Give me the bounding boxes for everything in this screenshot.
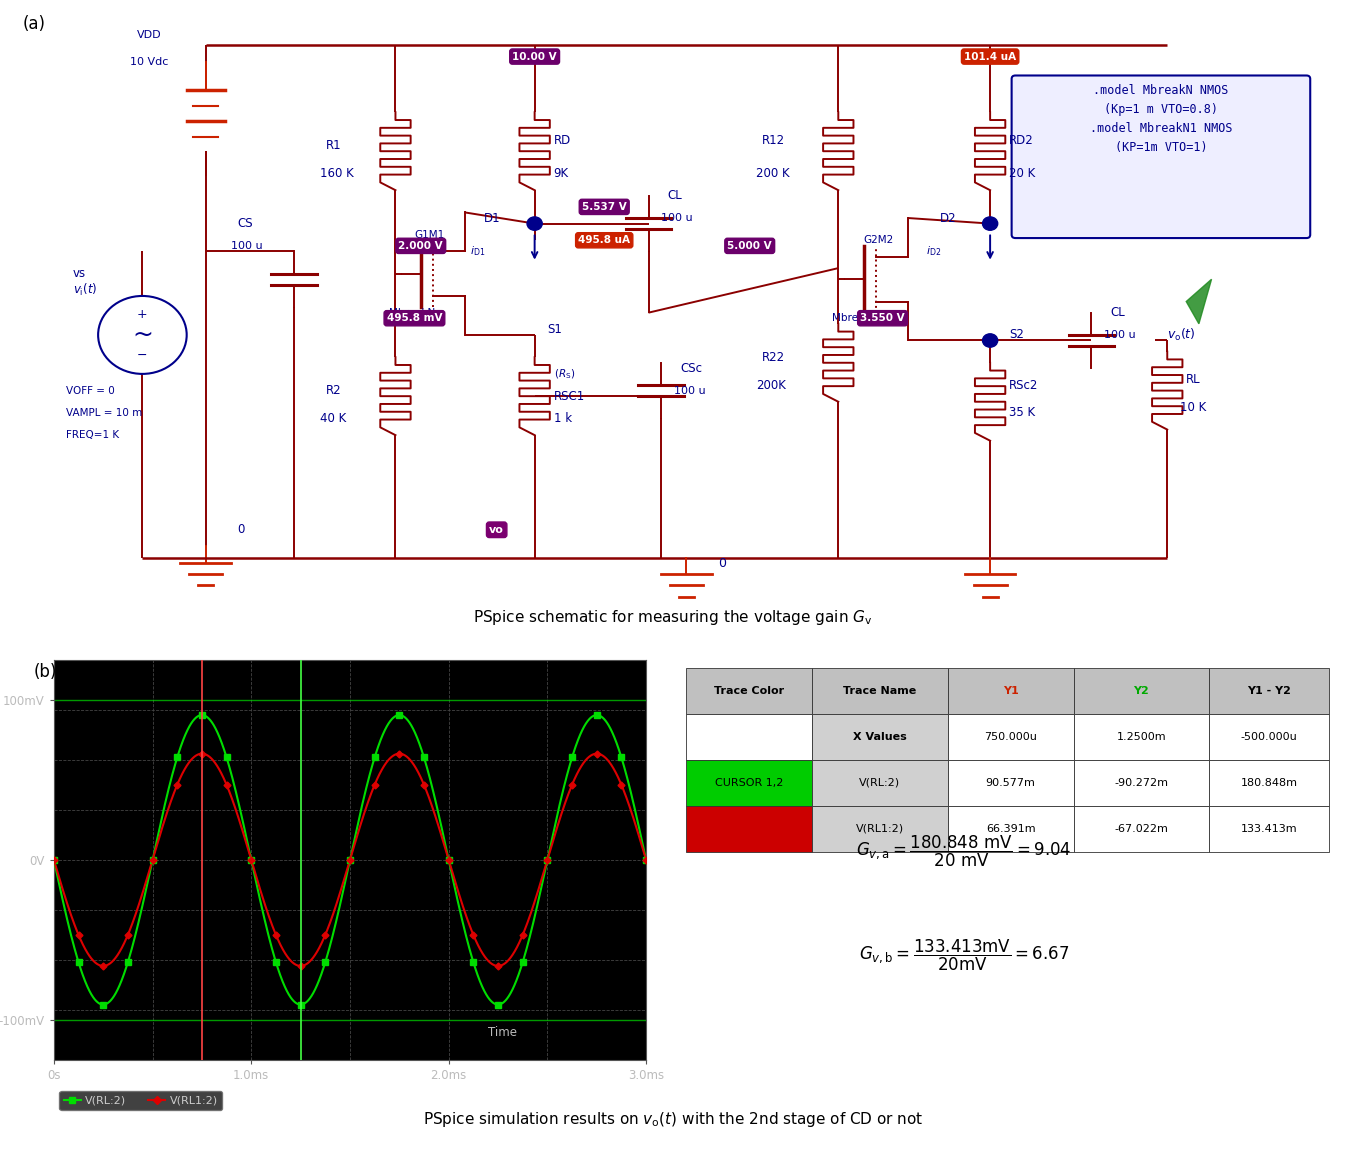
FancyBboxPatch shape: [1209, 714, 1329, 760]
Text: 160 K: 160 K: [319, 167, 353, 179]
FancyBboxPatch shape: [1074, 806, 1209, 852]
Text: Trace Name: Trace Name: [843, 686, 917, 696]
Text: (b): (b): [34, 664, 57, 681]
Text: Time: Time: [489, 1026, 517, 1039]
Text: RSc2: RSc2: [1010, 379, 1039, 391]
Text: (a): (a): [22, 15, 46, 32]
Text: Y1: Y1: [1003, 686, 1019, 696]
FancyBboxPatch shape: [686, 760, 812, 806]
Text: ~: ~: [132, 323, 153, 347]
Text: 100 u: 100 u: [674, 386, 705, 396]
Text: 180.848m: 180.848m: [1241, 778, 1298, 787]
Circle shape: [983, 217, 997, 230]
Text: 5.537 V: 5.537 V: [581, 201, 627, 212]
Text: $G_{v,\mathrm{a}}=\dfrac{180.848\ \mathrm{mV}}{20\ \mathrm{mV}}=9.04$: $G_{v,\mathrm{a}}=\dfrac{180.848\ \mathr…: [856, 834, 1071, 870]
Text: R22: R22: [762, 351, 786, 364]
Text: 100 u: 100 u: [661, 213, 693, 223]
Text: 1 k: 1 k: [553, 412, 572, 425]
FancyBboxPatch shape: [948, 668, 1074, 714]
Text: 35 K: 35 K: [1010, 406, 1035, 419]
FancyBboxPatch shape: [1209, 668, 1329, 714]
FancyBboxPatch shape: [1074, 714, 1209, 760]
Text: Y1 - Y2: Y1 - Y2: [1248, 686, 1291, 696]
Text: Y2: Y2: [1133, 686, 1149, 696]
Text: 101.4 uA: 101.4 uA: [964, 52, 1016, 61]
Text: $v_{\mathrm{i}}(t)$: $v_{\mathrm{i}}(t)$: [73, 283, 97, 299]
FancyBboxPatch shape: [1209, 806, 1329, 852]
Text: 40 K: 40 K: [319, 412, 346, 425]
Text: R12: R12: [762, 133, 786, 147]
Text: 0: 0: [237, 523, 245, 536]
Text: -67.022m: -67.022m: [1114, 823, 1168, 834]
Text: S1: S1: [548, 323, 563, 336]
FancyBboxPatch shape: [812, 714, 948, 760]
Text: RD: RD: [553, 133, 571, 147]
Text: R1: R1: [326, 139, 342, 152]
FancyBboxPatch shape: [686, 668, 812, 714]
Text: 10 K: 10 K: [1180, 401, 1206, 413]
FancyBboxPatch shape: [1012, 75, 1310, 239]
Text: RL: RL: [1186, 373, 1201, 386]
Text: $i_{\mathrm{D2}}$: $i_{\mathrm{D2}}$: [926, 244, 941, 258]
Text: 200K: 200K: [756, 379, 786, 391]
FancyBboxPatch shape: [948, 760, 1074, 806]
FancyBboxPatch shape: [812, 668, 948, 714]
Text: 0: 0: [719, 557, 725, 570]
Text: PSpice simulation results on $v_{\mathrm{o}}(t)$ with the 2nd stage of CD or not: PSpice simulation results on $v_{\mathrm…: [423, 1111, 923, 1129]
FancyBboxPatch shape: [1074, 760, 1209, 806]
Text: $v_{\mathrm{o}}(t)$: $v_{\mathrm{o}}(t)$: [1167, 327, 1197, 343]
Text: VDD: VDD: [136, 30, 162, 39]
Text: 90.577m: 90.577m: [985, 778, 1035, 787]
Text: 3.550 V: 3.550 V: [860, 313, 905, 323]
Text: 1.2500m: 1.2500m: [1117, 732, 1166, 742]
Text: +: +: [137, 308, 148, 322]
Text: MbreakN: MbreakN: [389, 308, 435, 317]
Text: 20 K: 20 K: [1010, 167, 1035, 179]
FancyBboxPatch shape: [812, 806, 948, 852]
Text: Trace Color: Trace Color: [713, 686, 783, 696]
FancyBboxPatch shape: [948, 714, 1074, 760]
Text: vs: vs: [73, 267, 86, 280]
Text: 200 K: 200 K: [756, 167, 790, 179]
Text: 10 Vdc: 10 Vdc: [129, 57, 168, 67]
Text: PSpice schematic for measuring the voltage gain $G_{\mathrm{v}}$: PSpice schematic for measuring the volta…: [474, 608, 872, 626]
Text: S2: S2: [1010, 329, 1024, 342]
Text: −: −: [137, 349, 148, 361]
Circle shape: [983, 334, 997, 347]
Text: D1: D1: [485, 212, 501, 225]
FancyBboxPatch shape: [1209, 760, 1329, 806]
Text: CSc: CSc: [680, 361, 703, 375]
Legend: V(RL:2), V(RL1:2): V(RL:2), V(RL1:2): [59, 1091, 222, 1111]
Text: $(R_{\mathrm{S}})$: $(R_{\mathrm{S}})$: [553, 367, 575, 381]
Text: G1M1: G1M1: [415, 229, 444, 240]
Text: -90.272m: -90.272m: [1114, 778, 1168, 787]
Text: 133.413m: 133.413m: [1241, 823, 1298, 834]
FancyBboxPatch shape: [812, 760, 948, 806]
Text: MbreakN1: MbreakN1: [832, 313, 884, 323]
Circle shape: [528, 217, 542, 230]
Text: CS: CS: [237, 217, 253, 230]
Text: 495.8 uA: 495.8 uA: [579, 235, 630, 245]
Text: RD2: RD2: [1010, 133, 1034, 147]
Text: $G_{v,\mathrm{b}}=\dfrac{133.413\mathrm{mV}}{20\mathrm{mV}}=6.67$: $G_{v,\mathrm{b}}=\dfrac{133.413\mathrm{…: [859, 938, 1069, 974]
Text: VAMPL = 10 m: VAMPL = 10 m: [66, 408, 143, 418]
FancyBboxPatch shape: [1074, 668, 1209, 714]
Text: 495.8 mV: 495.8 mV: [386, 313, 443, 323]
Text: CL: CL: [1110, 306, 1125, 320]
Text: 100 u: 100 u: [232, 241, 262, 251]
Polygon shape: [1186, 279, 1211, 324]
Text: G2M2: G2M2: [864, 235, 894, 245]
Text: $i_{\mathrm{D1}}$: $i_{\mathrm{D1}}$: [470, 244, 486, 258]
Text: FREQ=1 K: FREQ=1 K: [66, 430, 120, 440]
Text: -500.000u: -500.000u: [1241, 732, 1298, 742]
Text: 2.000 V: 2.000 V: [398, 241, 443, 251]
Text: 750.000u: 750.000u: [984, 732, 1036, 742]
FancyBboxPatch shape: [948, 806, 1074, 852]
Text: .model MbreakN NMOS
(Kp=1 m VTO=0.8)
.model MbreakN1 NMOS
(KP=1m VTO=1): .model MbreakN NMOS (Kp=1 m VTO=0.8) .mo…: [1090, 85, 1232, 154]
Text: 100 u: 100 u: [1104, 330, 1136, 340]
FancyBboxPatch shape: [686, 714, 812, 760]
Text: D2: D2: [940, 212, 956, 225]
Text: CURSOR 1,2: CURSOR 1,2: [715, 778, 783, 787]
Text: V(RL:2): V(RL:2): [859, 778, 900, 787]
Text: R2: R2: [326, 384, 342, 397]
